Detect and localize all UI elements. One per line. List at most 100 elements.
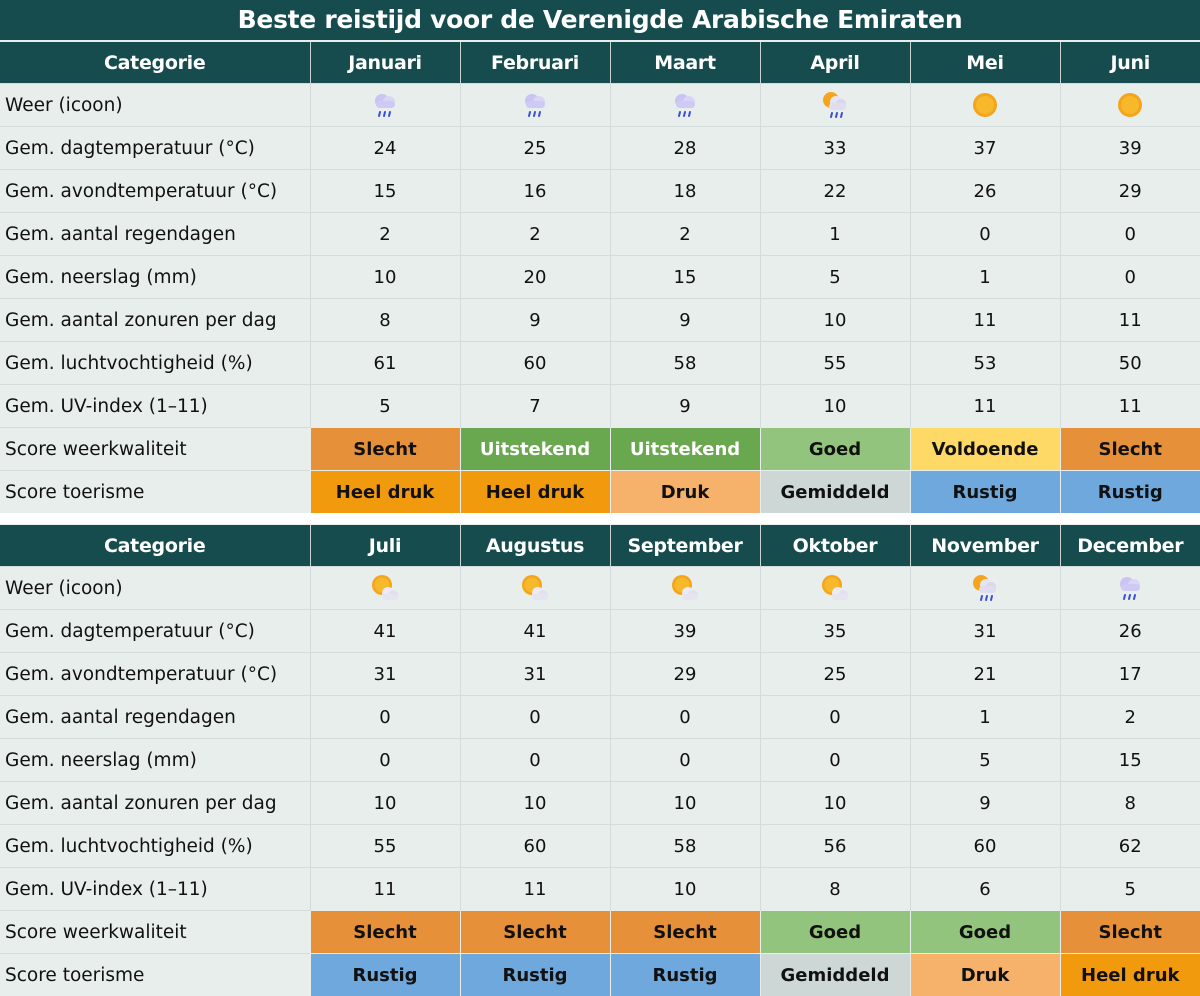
weather-icon-cell [1060, 567, 1200, 610]
row-label: Gem. luchtvochtigheid (%) [0, 342, 310, 385]
precipitation-value: 0 [1060, 256, 1200, 299]
tourism-score-badge: Gemiddeld [760, 954, 910, 996]
weather-score-badge: Slecht [310, 428, 460, 471]
sun-hours-value: 11 [910, 299, 1060, 342]
header-month: November [910, 525, 1060, 567]
day-temp-value: 31 [910, 610, 1060, 653]
weather-icon-cell [910, 567, 1060, 610]
header-month: September [610, 525, 760, 567]
humidity-value: 58 [610, 342, 760, 385]
sun-hours-value: 10 [310, 782, 460, 825]
humidity-value: 62 [1060, 825, 1200, 868]
page-title: Beste reistijd voor de Verenigde Arabisc… [0, 0, 1200, 42]
uv-index-value: 6 [910, 868, 1060, 911]
humidity-value: 61 [310, 342, 460, 385]
weather-score-badge: Voldoende [910, 428, 1060, 471]
tourism-score-badge: Heel druk [310, 471, 460, 514]
day-temp-value: 39 [610, 610, 760, 653]
weather-icon-cell [610, 84, 760, 127]
weather-score-badge: Uitstekend [460, 428, 610, 471]
humidity-value: 55 [310, 825, 460, 868]
tourism-score-badge: Druk [910, 954, 1060, 996]
header-month: Mei [910, 42, 1060, 84]
humidity-value: 60 [460, 342, 610, 385]
row-label: Gem. aantal zonuren per dag [0, 782, 310, 825]
day-temp-value: 28 [610, 127, 760, 170]
weather-score-badge: Slecht [1060, 911, 1200, 954]
row-label: Gem. dagtemperatuur (°C) [0, 610, 310, 653]
humidity-value: 53 [910, 342, 1060, 385]
sun-hours-value: 8 [310, 299, 460, 342]
humidity-value: 60 [910, 825, 1060, 868]
rain-days-value: 2 [610, 213, 760, 256]
row-label: Score toerisme [0, 954, 310, 996]
weather-score-badge: Slecht [1060, 428, 1200, 471]
weather-icon-cell [460, 84, 610, 127]
table-gap [0, 513, 1200, 525]
row-label: Gem. luchtvochtigheid (%) [0, 825, 310, 868]
uv-index-value: 5 [310, 385, 460, 428]
row-label: Gem. UV-index (1–11) [0, 385, 310, 428]
row-label: Score weerkwaliteit [0, 428, 310, 471]
row-label: Gem. avondtemperatuur (°C) [0, 170, 310, 213]
tourism-score-badge: Druk [610, 471, 760, 514]
uv-index-value: 10 [760, 385, 910, 428]
precipitation-value: 0 [760, 739, 910, 782]
rain-days-value: 2 [460, 213, 610, 256]
row-label: Gem. avondtemperatuur (°C) [0, 653, 310, 696]
weather-score-badge: Goed [910, 911, 1060, 954]
night-temp-value: 29 [610, 653, 760, 696]
sun-hours-value: 11 [1060, 299, 1200, 342]
rain-cloud-icon [368, 88, 402, 122]
header-category: Categorie [0, 525, 310, 567]
night-temp-value: 21 [910, 653, 1060, 696]
header-month: Januari [310, 42, 460, 84]
row-label: Gem. neerslag (mm) [0, 739, 310, 782]
sun-cloud-icon [818, 571, 852, 605]
row-label: Gem. aantal regendagen [0, 213, 310, 256]
table-row-weather-icon: Weer (icoon) [0, 567, 1200, 610]
row-label: Weer (icoon) [0, 84, 310, 127]
uv-index-value: 11 [310, 868, 460, 911]
day-temp-value: 37 [910, 127, 1060, 170]
precipitation-value: 1 [910, 256, 1060, 299]
header-month: Augustus [460, 525, 610, 567]
day-temp-value: 41 [310, 610, 460, 653]
day-temp-value: 26 [1060, 610, 1200, 653]
night-temp-value: 25 [760, 653, 910, 696]
weather-score-badge: Goed [760, 911, 910, 954]
header-month: Juli [310, 525, 460, 567]
row-label: Gem. aantal zonuren per dag [0, 299, 310, 342]
row-label: Gem. neerslag (mm) [0, 256, 310, 299]
rain-days-value: 0 [1060, 213, 1200, 256]
weather-icon-cell [610, 567, 760, 610]
precipitation-value: 5 [760, 256, 910, 299]
precipitation-value: 10 [310, 256, 460, 299]
humidity-value: 55 [760, 342, 910, 385]
night-temp-value: 17 [1060, 653, 1200, 696]
night-temp-value: 31 [310, 653, 460, 696]
weather-score-badge: Slecht [610, 911, 760, 954]
uv-index-value: 10 [610, 868, 760, 911]
tourism-score-badge: Gemiddeld [760, 471, 910, 514]
rain-days-value: 0 [310, 696, 460, 739]
tourism-score-badge: Rustig [610, 954, 760, 996]
row-label: Score weerkwaliteit [0, 911, 310, 954]
rain-days-value: 1 [760, 213, 910, 256]
precipitation-value: 0 [310, 739, 460, 782]
uv-index-value: 11 [910, 385, 1060, 428]
rain-cloud-icon [668, 88, 702, 122]
tourism-score-badge: Heel druk [460, 471, 610, 514]
